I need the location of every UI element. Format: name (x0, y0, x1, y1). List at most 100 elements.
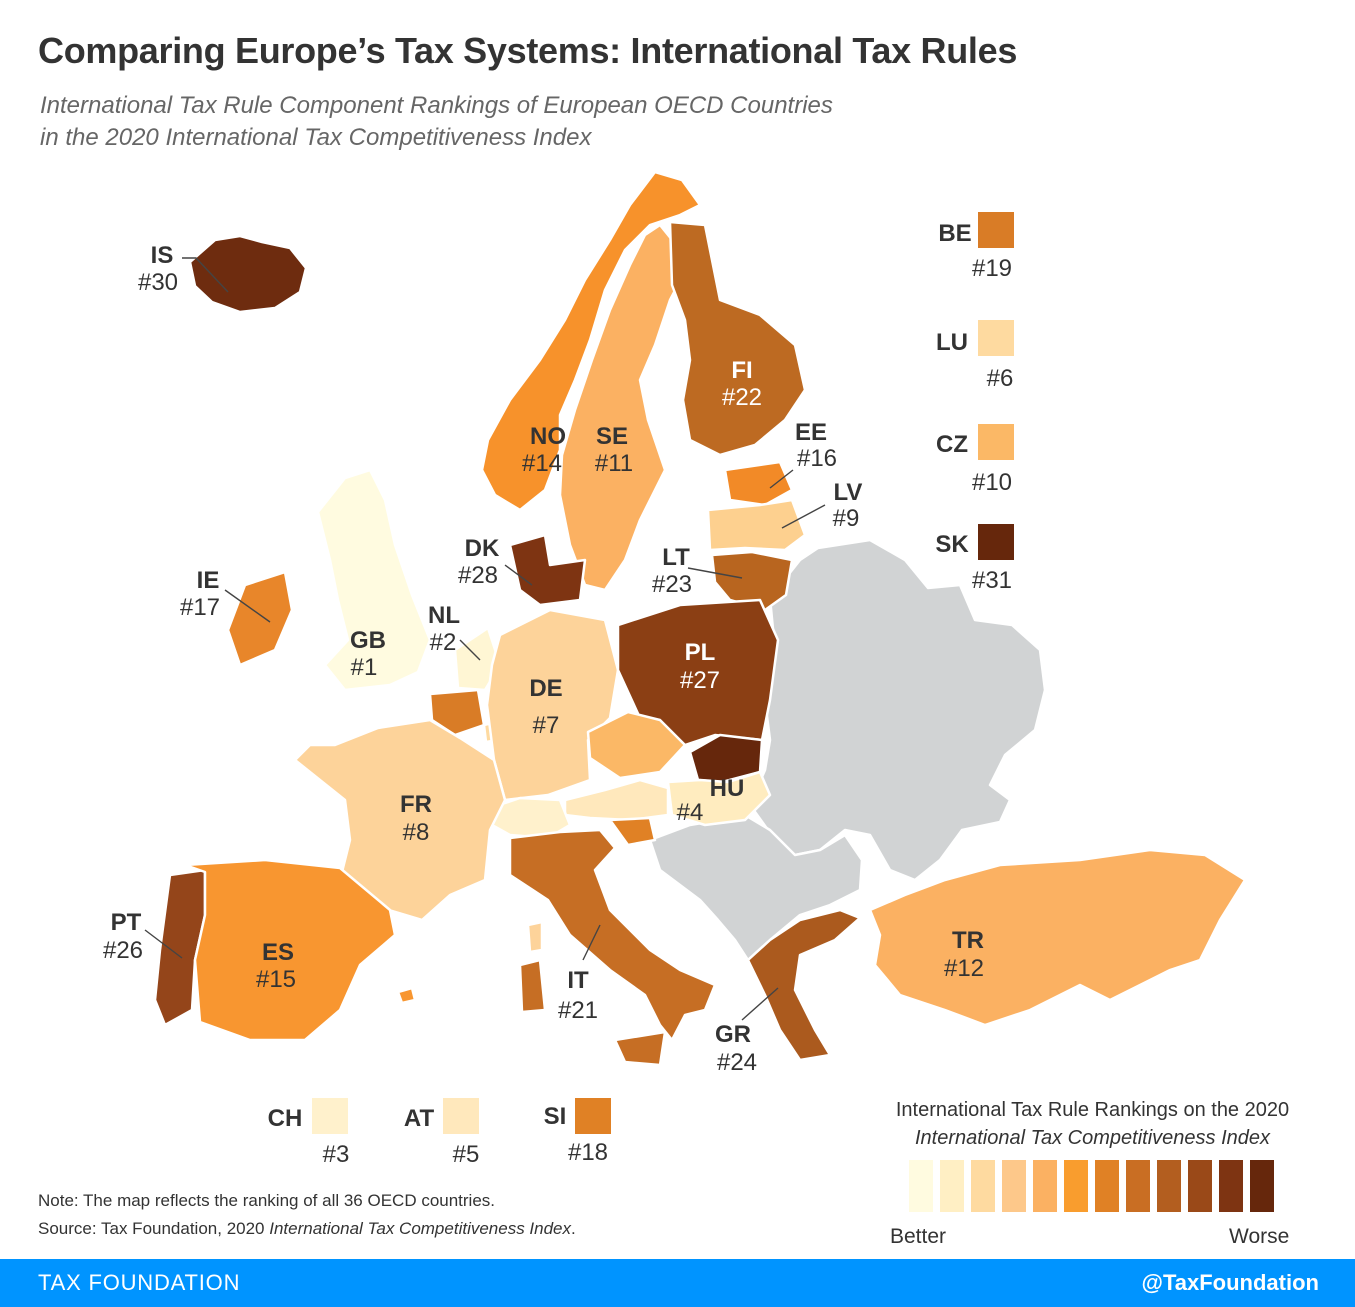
subtitle-line-2: in the 2020 International Tax Competitiv… (40, 124, 592, 151)
rank-label: #5 (453, 1141, 480, 1168)
label-it: IT #21 (558, 967, 598, 1024)
code-label: SE (596, 423, 628, 450)
rank-label: #31 (972, 567, 1012, 594)
country-shape-es (183, 858, 397, 1042)
country-shape-gb (316, 468, 432, 692)
code-label: AT (404, 1105, 435, 1132)
leader-line-lt (687, 567, 743, 579)
country-shape-lt (710, 550, 794, 612)
code-label: LV (834, 479, 863, 506)
rank-label: #22 (722, 384, 762, 411)
code-label: DE (529, 675, 562, 702)
country-shape-es-islands (396, 986, 417, 1005)
rank-label: #23 (652, 571, 692, 598)
scale-box (1126, 1160, 1150, 1212)
label-fr: FR#8 (400, 791, 432, 846)
label-at: AT #5 (404, 1105, 479, 1168)
label-pl: PL#27 (680, 639, 720, 694)
subtitle-line-1: International Tax Rule Component Ranking… (40, 92, 833, 119)
inset-swatch-ch (312, 1098, 348, 1134)
scale-box (1033, 1160, 1057, 1212)
code-label: IT (567, 967, 589, 994)
country-shape-se (558, 223, 692, 592)
rank-label: #4 (677, 799, 704, 826)
label-fi: FI#22 (722, 357, 762, 411)
label-pt: PT#26 (103, 909, 143, 964)
scale-box (971, 1160, 995, 1212)
note-text: Note: The map reflects the ranking of al… (38, 1191, 496, 1210)
notes: Note: The map reflects the ranking of al… (38, 1187, 576, 1243)
rank-label: #18 (568, 1139, 608, 1166)
country-shape-dk (508, 533, 587, 607)
country-labels: IS#30 NO#14 SE#11 FI#22 EE#16 LV#9 LT#23… (103, 220, 1013, 1168)
scale-box (1064, 1160, 1088, 1212)
rank-label: #15 (256, 966, 296, 993)
footer-handle[interactable]: @TaxFoundation (1141, 1270, 1319, 1295)
chart-title: Comparing Europe’s Tax Systems: Internat… (38, 30, 1018, 71)
country-shape-it-sardinia (518, 958, 547, 1014)
country-shape-it (508, 828, 717, 1042)
code-label: FI (731, 357, 752, 384)
label-ch: CH #3 (268, 1105, 350, 1168)
legend-title-line-1: International Tax Rule Rankings on the 2… (895, 1099, 1290, 1121)
rank-label: #10 (972, 469, 1012, 496)
code-label: PT (111, 909, 142, 936)
oecd-countries (153, 170, 1247, 1067)
label-ie: IE#17 (180, 567, 220, 621)
label-es: ES#15 (256, 939, 296, 993)
leader-line-nl (459, 639, 481, 661)
color-scale (909, 1160, 1274, 1212)
label-dk: DK#28 (458, 535, 500, 589)
leader-line-is (182, 257, 229, 293)
scale-worse-label: Worse (1229, 1225, 1290, 1248)
chart-subtitle: International Tax Rule Component Ranking… (40, 90, 940, 154)
label-de: DE #7 (529, 675, 562, 739)
code-label: BE (938, 220, 971, 247)
scale-box (1002, 1160, 1026, 1212)
rank-label: #28 (458, 562, 498, 589)
label-hu: HU#4 (677, 775, 745, 826)
inset-swatch-be (978, 212, 1014, 248)
code-label: EE (795, 419, 827, 446)
inset-swatch-cz (978, 424, 1014, 460)
code-label: PL (685, 639, 716, 666)
footer-brand: TAX FOUNDATION (38, 1270, 241, 1295)
label-se: SE#11 (595, 423, 633, 477)
label-lu: LU #6 (936, 329, 1013, 392)
code-label: LU (936, 329, 968, 356)
country-shape-lv (706, 498, 807, 552)
country-shape-fr-corsica (526, 920, 544, 954)
code-label: LT (662, 544, 690, 571)
country-shape-cz (586, 710, 687, 780)
label-ee: EE#16 (795, 419, 837, 472)
rank-label: #11 (595, 450, 633, 477)
country-shape-at (563, 778, 670, 822)
scale-box (1157, 1160, 1181, 1212)
code-label: NO (530, 423, 566, 450)
code-label: CZ (936, 431, 968, 458)
country-shape-gr (746, 908, 862, 1062)
code-label: HU (710, 775, 745, 802)
country-shape-si (608, 816, 657, 847)
label-gb: GB#1 (350, 627, 386, 681)
country-shape-is (188, 234, 308, 314)
country-shape-de (485, 608, 620, 802)
rank-label: #16 (797, 445, 837, 472)
leader-line-ie (224, 589, 271, 623)
inset-swatch-at (443, 1098, 479, 1134)
rank-label: #3 (323, 1141, 350, 1168)
rank-label: #7 (533, 712, 560, 739)
footer-bar: TAX FOUNDATION @TaxFoundation (0, 1259, 1355, 1307)
label-lt: LT#23 (652, 544, 692, 598)
source-text: Source: Tax Foundation, 2020 Internation… (38, 1215, 576, 1243)
legend-title: International Tax Rule Rankings on the 2… (845, 1096, 1340, 1152)
inset-swatches (312, 212, 1014, 1134)
rank-label: #14 (522, 450, 562, 477)
rank-label: #17 (180, 594, 220, 621)
rank-label: #9 (833, 505, 860, 532)
rank-label: #12 (944, 955, 984, 982)
europe-map: IS#30 NO#14 SE#11 FI#22 EE#16 LV#9 LT#23… (103, 170, 1274, 1212)
rank-label: #26 (103, 937, 143, 964)
label-lv: LV#9 (833, 479, 863, 532)
label-gr: GR#24 (715, 1021, 757, 1076)
